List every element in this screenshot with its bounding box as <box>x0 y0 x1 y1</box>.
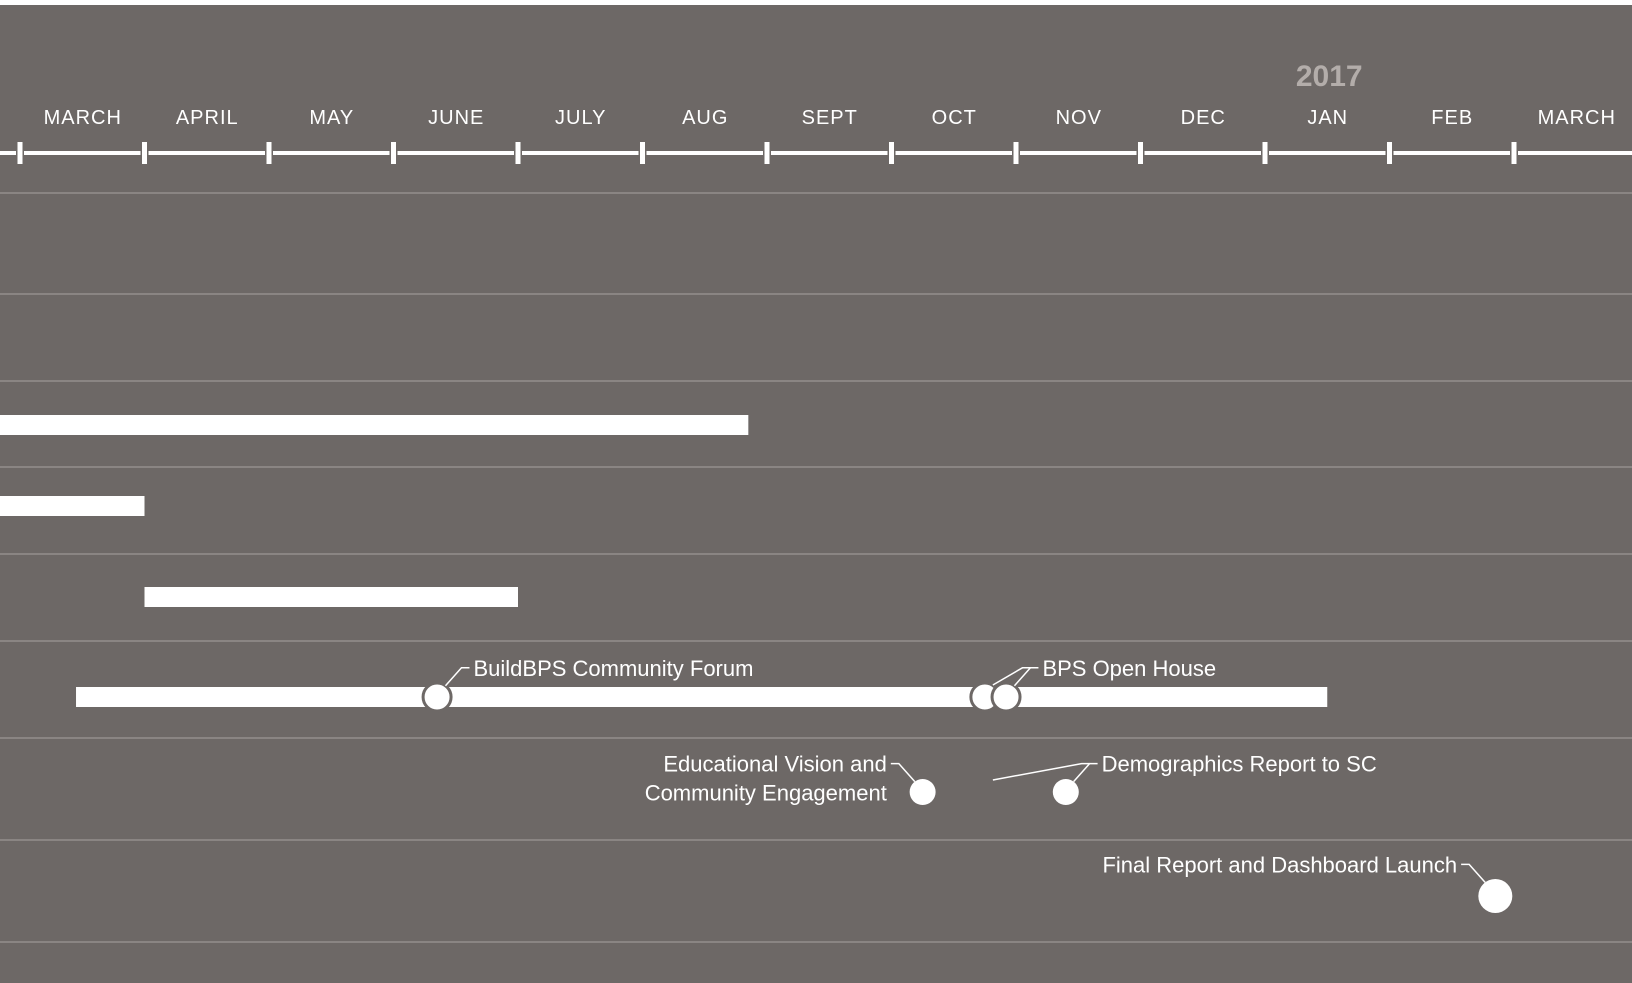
month-label: DEC <box>1181 107 1226 129</box>
month-label: SEPT <box>802 107 858 129</box>
axis-tick <box>1387 142 1392 164</box>
milestone-label: BPS Open House <box>1042 656 1216 681</box>
milestone-dot <box>909 779 936 805</box>
milestone-label: Community Engagement <box>645 781 887 806</box>
timeline-bar <box>0 496 145 516</box>
month-label: JULY <box>555 107 606 129</box>
axis-tick <box>889 142 894 164</box>
axis-tick <box>1013 142 1019 164</box>
milestone-leader <box>1073 762 1098 783</box>
timeline-bar <box>76 687 1328 707</box>
month-label: NOV <box>1056 107 1102 129</box>
axis-tick <box>1138 142 1143 164</box>
axis-tick <box>640 142 645 164</box>
milestone-label: Final Report and Dashboard Launch <box>1102 852 1457 877</box>
milestone-label: Demographics Report to SC <box>1102 752 1377 777</box>
milestone-label: BuildBPS Community Forum <box>473 656 753 681</box>
year-label: 2017 <box>1296 60 1363 93</box>
milestone-ring <box>421 681 453 713</box>
timeline-chart: MARCH APRIL MAY JUNE JULY AUG SEPT OCT NOV DEC JAN… <box>0 60 1632 943</box>
axis-tick <box>266 142 272 164</box>
timeline-panel: MARCH APRIL MAY JUNE JULY AUG SEPT OCT NOV DEC JAN… <box>0 5 1632 983</box>
axis-tick <box>764 142 770 164</box>
month-label: AUG <box>682 107 728 129</box>
axis-tick <box>515 142 521 164</box>
milestone-dot <box>1052 779 1079 805</box>
milestone-leader <box>890 762 916 783</box>
month-label: JAN <box>1307 107 1348 129</box>
milestone-leader <box>992 667 1031 686</box>
axis-tick <box>1511 142 1517 164</box>
month-label: MARCH <box>44 107 122 129</box>
axis-tick <box>1262 142 1268 164</box>
month-label: JUNE <box>428 107 484 129</box>
milestone-leader <box>992 762 1090 781</box>
milestone-leader <box>1461 863 1486 883</box>
axis-tick <box>391 142 396 164</box>
milestone-leader <box>444 667 470 687</box>
month-label: MAY <box>309 107 354 129</box>
milestone-label: Educational Vision and <box>663 752 886 777</box>
milestone-ring <box>990 681 1022 713</box>
milestone-dot <box>1478 879 1513 913</box>
month-label: MARCH <box>1538 107 1616 129</box>
month-label: APRIL <box>176 107 239 129</box>
month-label: FEB <box>1431 107 1473 129</box>
timeline-bar <box>144 587 518 607</box>
month-label: OCT <box>932 107 977 129</box>
axis-tick <box>17 142 23 164</box>
axis-tick <box>142 142 147 164</box>
timeline-bar <box>0 415 749 435</box>
